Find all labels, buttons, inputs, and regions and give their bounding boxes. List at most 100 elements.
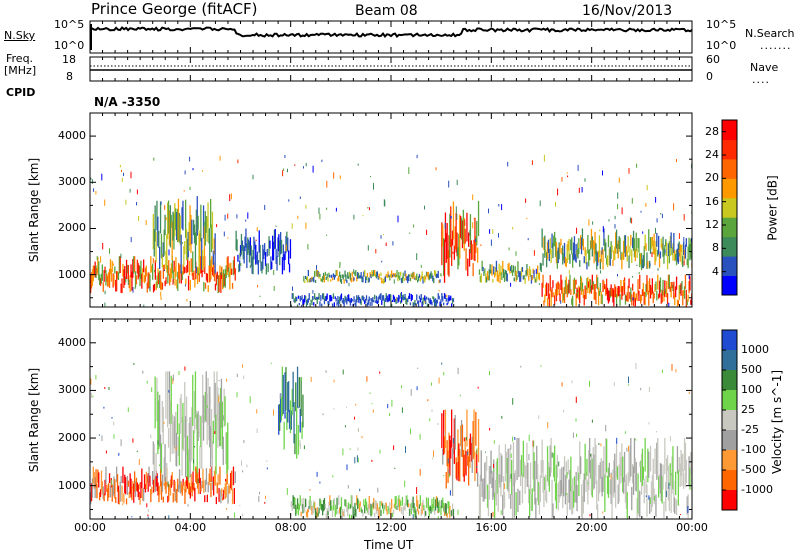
heatmap-speckle (590, 454, 592, 457)
heatmap-cell (570, 289, 572, 295)
heatmap-cell (451, 503, 454, 516)
heatmap-speckle (226, 508, 228, 510)
heatmap-cell (194, 487, 196, 502)
heatmap-cell (514, 470, 516, 483)
heatmap-speckle (123, 172, 124, 177)
x-axis-label: Time UT (364, 538, 414, 552)
cpid-label: CPID (6, 86, 36, 99)
heatmap-cell (331, 274, 333, 278)
heatmap-cell (511, 264, 513, 273)
heatmap-cell (386, 295, 388, 303)
heatmap-cell (461, 424, 464, 457)
heatmap-cell (597, 287, 600, 306)
heatmap-cell (458, 443, 460, 482)
heatmap-cell (597, 465, 600, 502)
heatmap-cell (213, 471, 216, 485)
heatmap-cell (614, 246, 616, 261)
heatmap-cell (551, 479, 553, 519)
heatmap-speckle (393, 445, 395, 450)
heatmap-speckle (236, 214, 238, 219)
heatmap-cell (195, 209, 197, 246)
heatmap-speckle (316, 471, 318, 477)
heatmap-speckle (416, 154, 418, 159)
heatmap-speckle (249, 265, 251, 269)
heatmap-cell (164, 444, 166, 481)
heatmap-cell (516, 274, 518, 280)
heatmap-cell (446, 512, 448, 518)
heatmap-cell (502, 260, 504, 273)
heatmap-cell (159, 485, 161, 495)
heatmap-speckle (427, 399, 429, 402)
heatmap-cell (101, 264, 103, 281)
heatmap-cell (317, 512, 319, 517)
heatmap-cell (209, 386, 211, 448)
heatmap-cell (310, 277, 312, 283)
heatmap-cell (393, 503, 395, 508)
heatmap-speckle (178, 371, 180, 375)
heatmap-cell (673, 281, 675, 299)
heatmap-cell (331, 505, 333, 511)
heatmap-cell (683, 438, 686, 471)
heatmap-cell (520, 267, 523, 277)
heatmap-cell (342, 298, 344, 305)
heatmap-cell (496, 458, 498, 494)
heatmap-cell (520, 455, 523, 476)
heatmap-speckle (366, 376, 368, 382)
heatmap-cell (566, 492, 568, 516)
heatmap-speckle (416, 386, 418, 391)
heatmap-cell (465, 248, 467, 271)
heatmap-cell (433, 277, 435, 284)
heatmap-cell (623, 277, 626, 295)
heatmap-cell (378, 273, 380, 279)
heatmap-cell (367, 504, 369, 515)
heatmap-cell (490, 270, 492, 274)
heatmap-cell (199, 233, 201, 262)
heatmap-cell (485, 273, 487, 283)
heatmap-cell (192, 471, 194, 490)
heatmap-cell (307, 298, 309, 303)
heatmap-cell (98, 472, 100, 488)
heatmap-cell (673, 480, 675, 512)
heatmap-speckle (512, 227, 514, 230)
heatmap-cell (204, 392, 206, 422)
heatmap-cell (388, 294, 390, 302)
heatmap-cell (409, 503, 412, 516)
heatmap-cell (362, 275, 364, 283)
power-y-tick-label: 4000 (58, 129, 86, 143)
heatmap-cell (166, 462, 168, 483)
heatmap-cell (443, 239, 446, 283)
heatmap-cell (166, 234, 168, 266)
heatmap-cell (421, 271, 423, 278)
heatmap-speckle (512, 398, 514, 405)
heatmap-cell (580, 235, 582, 250)
heatmap-cell (573, 277, 576, 294)
heatmap-cell (357, 500, 360, 508)
heatmap-cell (114, 479, 116, 499)
heatmap-cell (162, 265, 164, 279)
heatmap-cell (92, 265, 94, 282)
heatmap-speckle (151, 387, 153, 393)
heatmap-cell (385, 502, 387, 512)
heatmap-cell (618, 236, 620, 250)
heatmap-cell (212, 250, 214, 265)
heatmap-cell (264, 252, 267, 267)
heatmap-cell (346, 279, 348, 284)
heatmap-speckle (369, 207, 370, 211)
heatmap-cell (361, 276, 363, 282)
heatmap-cell (156, 377, 158, 422)
heatmap-speckle (101, 173, 103, 181)
heatmap-cell (676, 446, 679, 474)
heatmap-cell (111, 484, 113, 502)
heatmap-cell (681, 281, 683, 290)
heatmap-cell (225, 265, 227, 279)
heatmap-cell (369, 502, 371, 516)
heatmap-cell (176, 489, 178, 503)
heatmap-cell (549, 445, 551, 477)
heatmap-cell (201, 480, 203, 489)
heatmap-speckle (185, 487, 187, 492)
heatmap-cell (305, 498, 307, 507)
heatmap-cell (366, 507, 369, 513)
heatmap-cell (633, 438, 636, 474)
heatmap-cell (628, 450, 630, 483)
heatmap-cell (624, 479, 627, 503)
